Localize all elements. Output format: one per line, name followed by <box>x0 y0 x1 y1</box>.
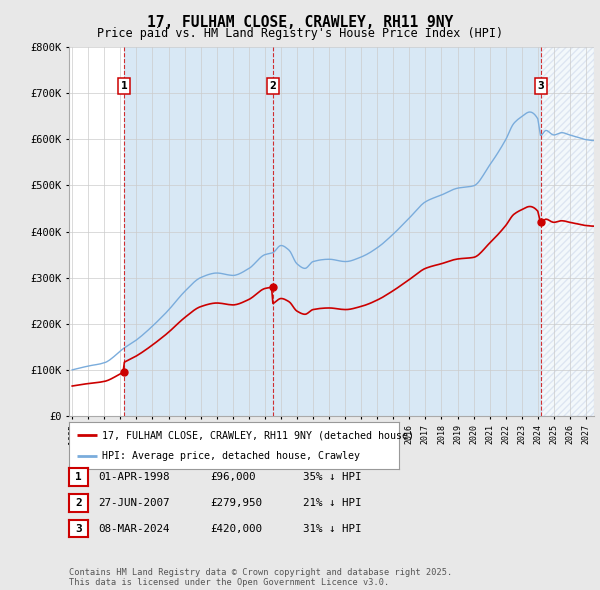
Text: 21% ↓ HPI: 21% ↓ HPI <box>303 498 361 507</box>
Text: 3: 3 <box>538 81 544 91</box>
Text: 27-JUN-2007: 27-JUN-2007 <box>98 498 169 507</box>
Text: 08-MAR-2024: 08-MAR-2024 <box>98 524 169 533</box>
Bar <box>541 47 594 416</box>
Bar <box>273 47 541 416</box>
Bar <box>124 47 273 416</box>
Text: 1: 1 <box>121 81 128 91</box>
Text: 3: 3 <box>75 524 82 533</box>
Text: £96,000: £96,000 <box>210 472 256 481</box>
Text: 17, FULHAM CLOSE, CRAWLEY, RH11 9NY: 17, FULHAM CLOSE, CRAWLEY, RH11 9NY <box>147 15 453 30</box>
Text: 2: 2 <box>269 81 276 91</box>
Text: £279,950: £279,950 <box>210 498 262 507</box>
Text: 31% ↓ HPI: 31% ↓ HPI <box>303 524 361 533</box>
Text: 17, FULHAM CLOSE, CRAWLEY, RH11 9NY (detached house): 17, FULHAM CLOSE, CRAWLEY, RH11 9NY (det… <box>102 430 414 440</box>
Text: 01-APR-1998: 01-APR-1998 <box>98 472 169 481</box>
Text: 35% ↓ HPI: 35% ↓ HPI <box>303 472 361 481</box>
Text: 2: 2 <box>75 498 82 507</box>
Text: Price paid vs. HM Land Registry's House Price Index (HPI): Price paid vs. HM Land Registry's House … <box>97 27 503 40</box>
Text: Contains HM Land Registry data © Crown copyright and database right 2025.
This d: Contains HM Land Registry data © Crown c… <box>69 568 452 587</box>
Text: HPI: Average price, detached house, Crawley: HPI: Average price, detached house, Craw… <box>102 451 360 461</box>
Text: £420,000: £420,000 <box>210 524 262 533</box>
Text: 1: 1 <box>75 472 82 481</box>
